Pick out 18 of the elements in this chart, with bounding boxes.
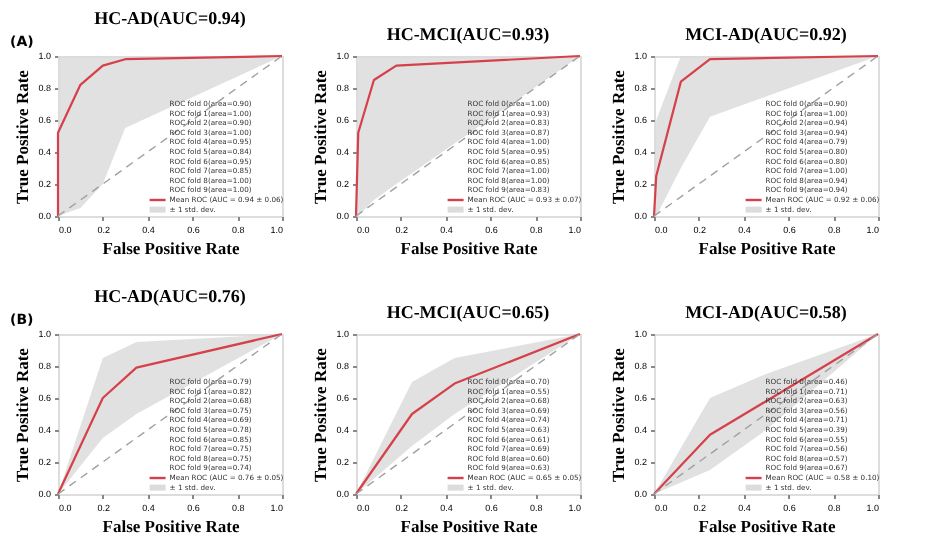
y-axis-title: True Positive Rate <box>12 347 33 482</box>
x-axis-title: False Positive Rate <box>698 238 836 258</box>
x-axis-title: False Positive Rate <box>400 238 538 258</box>
chart-title: HC-AD(AUC=0.94) <box>94 8 246 28</box>
chart-title: MCI-AD(AUC=0.58) <box>685 302 847 322</box>
y-axis-title: True Positive Rate <box>12 69 33 204</box>
chart-title: MCI-AD(AUC=0.92) <box>685 24 847 44</box>
y-axis-title: True Positive Rate <box>608 347 629 482</box>
x-axis-title: False Positive Rate <box>400 516 538 536</box>
x-axis-title: False Positive Rate <box>698 516 836 536</box>
chart-title: HC-MCI(AUC=0.65) <box>386 302 550 322</box>
x-axis-title: False Positive Rate <box>102 516 240 536</box>
y-axis-title: True Positive Rate <box>608 69 629 204</box>
y-axis-title: True Positive Rate <box>310 347 331 482</box>
chart-title: HC-MCI(AUC=0.93) <box>386 24 550 44</box>
chart-title: HC-AD(AUC=0.76) <box>94 286 246 306</box>
x-axis-title: False Positive Rate <box>102 238 240 258</box>
y-axis-title: True Positive Rate <box>310 69 331 204</box>
